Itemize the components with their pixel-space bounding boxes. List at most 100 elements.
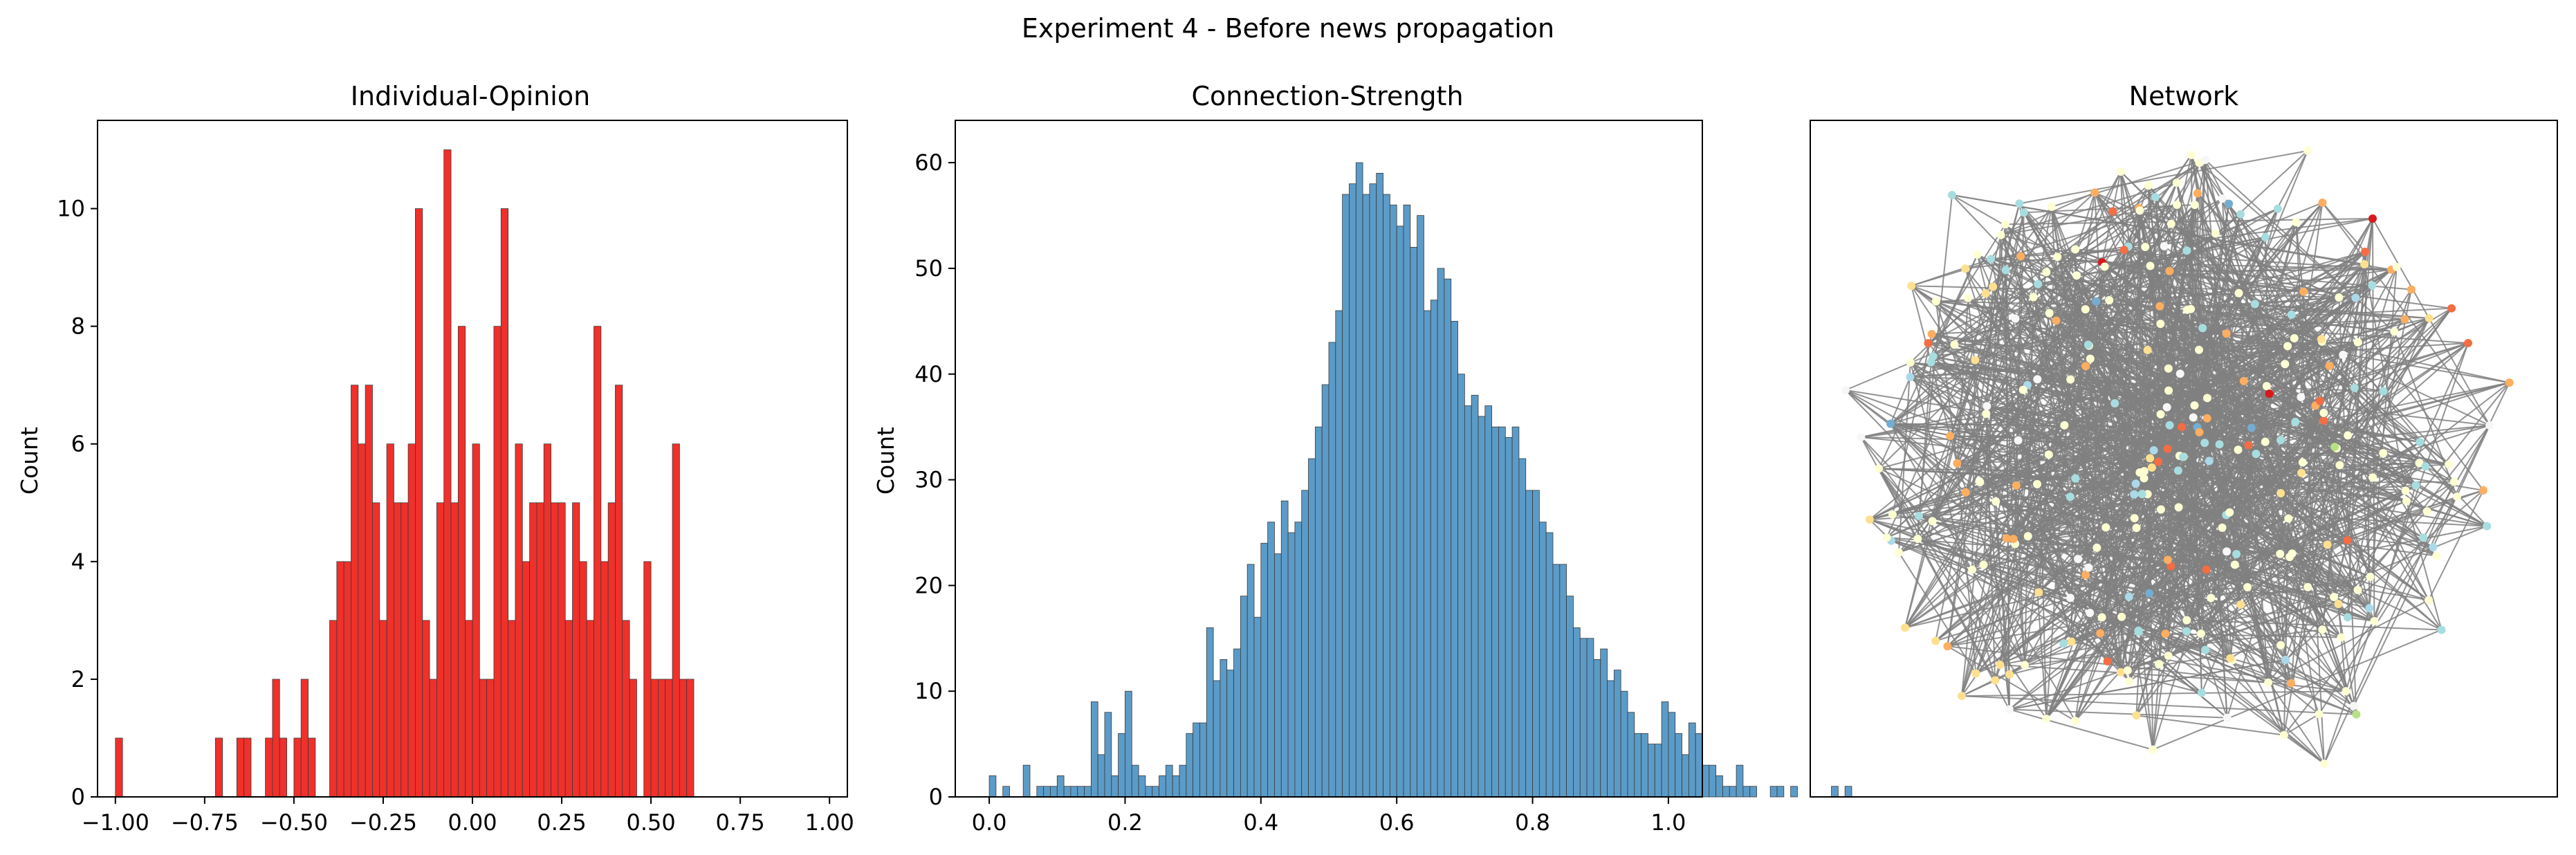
histogram-bar: [1451, 320, 1458, 798]
network-edge: [2248, 444, 2407, 502]
network-node: [2066, 594, 2074, 603]
network-node: [1948, 191, 1956, 199]
network-node: [2262, 382, 2271, 391]
network-node: [1973, 250, 1982, 259]
histogram-bars: [115, 149, 694, 798]
network-edge: [1965, 378, 2039, 493]
y-tick-label: 6: [71, 431, 85, 457]
histogram-bar: [1328, 342, 1336, 798]
histogram-bar: [1036, 786, 1045, 798]
histogram-bar: [1253, 616, 1262, 798]
network-edge: [2094, 192, 2375, 622]
y-axis-label: Count: [16, 427, 43, 495]
network-edge: [2221, 198, 2270, 394]
network-node: [2368, 473, 2377, 482]
x-tick-label: 0.75: [716, 809, 765, 836]
network-node: [2287, 679, 2296, 688]
network-node: [1957, 692, 1966, 701]
network-node: [2407, 285, 2416, 294]
histogram-bar: [564, 620, 573, 798]
network-edge: [1933, 297, 2356, 358]
histogram-bar: [1267, 522, 1275, 798]
histogram-bar: [529, 502, 537, 798]
network-node: [2108, 207, 2117, 216]
histogram-bar: [308, 737, 316, 798]
network-node: [1857, 432, 1866, 441]
histogram-bar: [1586, 638, 1594, 798]
network-node: [2146, 454, 2155, 463]
network-node: [2155, 660, 2164, 669]
network-edge: [2063, 185, 2149, 426]
network-node: [2244, 441, 2253, 450]
network-node: [2234, 445, 2243, 454]
network-edge: [2036, 379, 2048, 719]
network-edge: [2167, 461, 2303, 561]
network-node: [2299, 287, 2308, 296]
histogram-bar: [1396, 226, 1404, 798]
x-tick-label: −1.00: [82, 809, 149, 836]
histogram-bar: [1226, 670, 1234, 798]
network-edge: [2167, 566, 2172, 656]
network-node: [2325, 361, 2334, 370]
histogram-bar: [1159, 775, 1166, 798]
histogram-bar: [1430, 300, 1438, 798]
network-edge: [2169, 425, 2210, 462]
network-node: [2400, 315, 2409, 324]
network-node: [2092, 297, 2101, 306]
network-edge: [2000, 234, 2103, 264]
network-node: [2174, 503, 2183, 512]
network-edge: [2218, 443, 2442, 631]
histogram-bar: [1410, 246, 1418, 798]
histogram-bar: [465, 620, 473, 798]
histogram-bar: [329, 620, 338, 798]
histogram-bar: [429, 679, 437, 798]
histogram-bar: [679, 679, 688, 798]
histogram-bar: [1518, 458, 1527, 798]
network-edge: [2009, 659, 2286, 710]
network-node: [1991, 676, 2000, 685]
network-edge: [2243, 380, 2357, 715]
network-node: [2151, 192, 2160, 201]
network-edge: [2300, 307, 2452, 398]
network-node: [2141, 242, 2150, 251]
network-node: [2084, 563, 2093, 572]
network-node: [2366, 572, 2375, 581]
histogram-bar: [515, 443, 523, 798]
network-node: [2100, 262, 2109, 271]
network-node: [2145, 589, 2154, 598]
network-node: [2081, 305, 2090, 314]
network-edge: [2432, 425, 2491, 548]
histogram-bar: [358, 443, 366, 798]
network-node: [2344, 431, 2353, 440]
histogram-bar: [586, 620, 594, 798]
y-tick-label: 60: [914, 149, 943, 176]
network-nodes: [1841, 147, 2514, 768]
histogram-bar: [1002, 786, 1010, 798]
histogram-bar: [672, 443, 680, 798]
network-node: [2298, 458, 2307, 467]
network-node: [1964, 293, 1973, 302]
network-edge: [2014, 284, 2039, 544]
network-node: [2124, 592, 2133, 601]
histogram-bar: [336, 561, 344, 798]
network-edge: [2045, 271, 2227, 552]
network-edge: [2000, 235, 2021, 257]
network-node: [2023, 532, 2032, 541]
histogram-bar: [407, 443, 416, 798]
network-node: [2119, 246, 2128, 255]
histogram-bar: [386, 443, 394, 798]
network-node: [2081, 571, 2090, 580]
network-node: [2303, 147, 2312, 155]
histogram-bar: [600, 561, 609, 798]
network-node: [2071, 245, 2080, 254]
network-node: [2315, 710, 2324, 719]
y-tick-label: 40: [914, 361, 943, 387]
network-node: [2261, 437, 2270, 446]
network-node: [2059, 639, 2068, 648]
network-edge: [1898, 362, 1911, 553]
network-edge: [1960, 538, 2014, 697]
network-node: [2201, 645, 2210, 654]
network-node: [2222, 329, 2231, 338]
network-node: [2303, 582, 2312, 591]
network-edge: [1956, 463, 1977, 674]
